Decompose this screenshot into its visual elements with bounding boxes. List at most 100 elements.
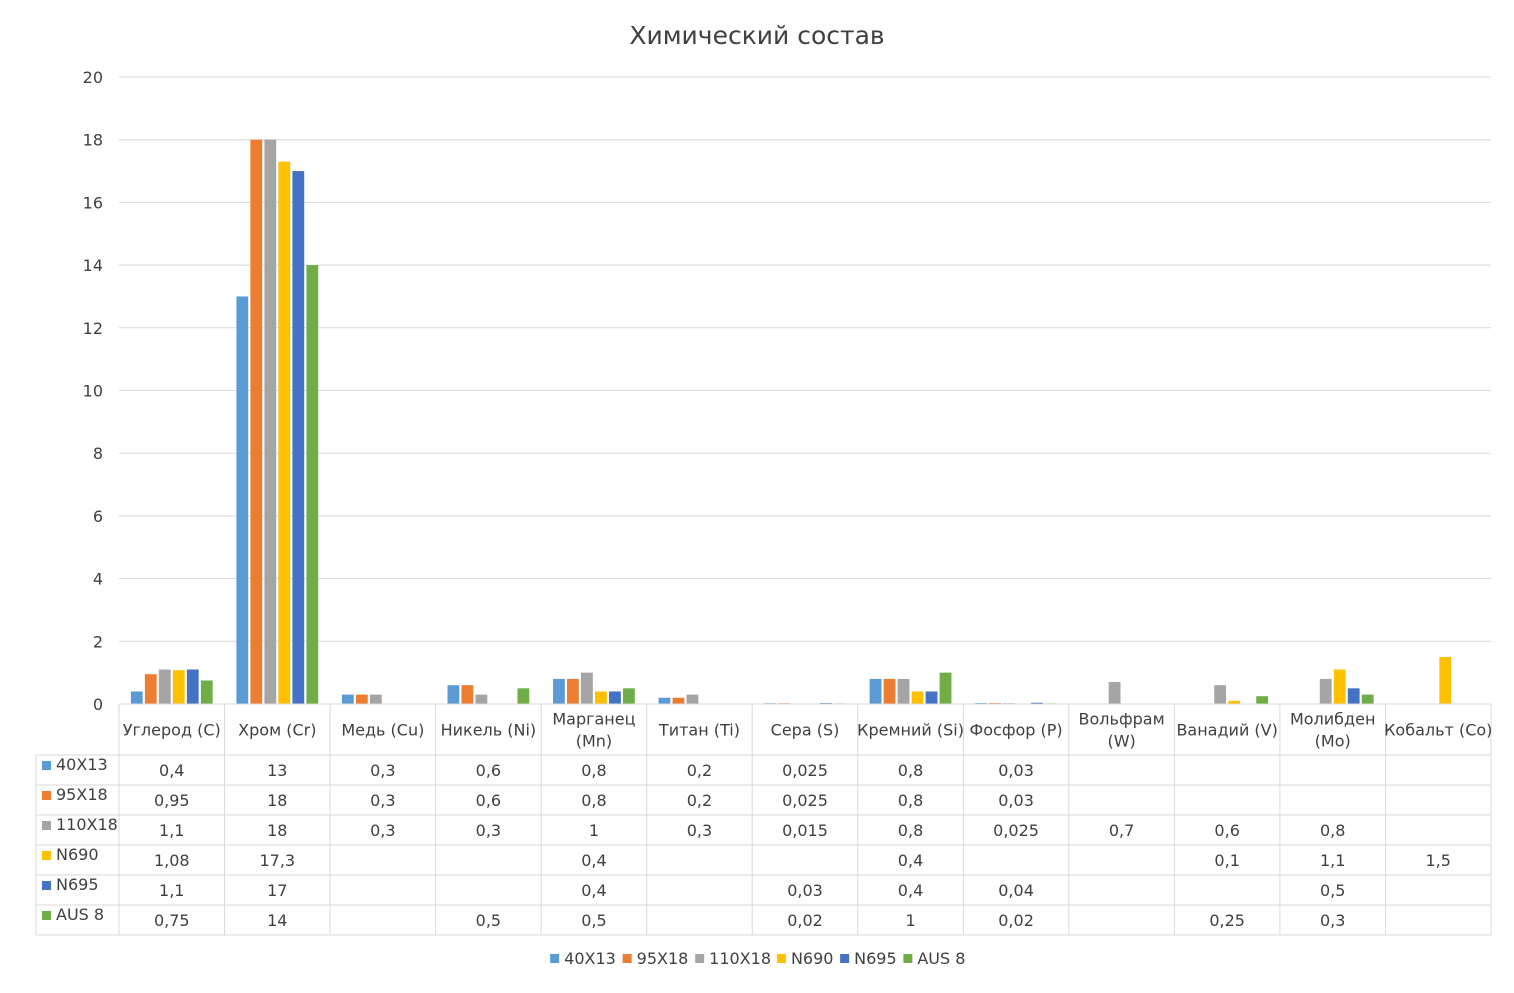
bar <box>1319 678 1332 704</box>
table-series-name: AUS 8 <box>56 905 104 924</box>
bar <box>925 691 938 704</box>
table-series-name: 95Х18 <box>56 785 108 804</box>
category-label: (Mo) <box>1315 732 1351 751</box>
data-label: 0,025 <box>993 821 1039 840</box>
bar <box>236 296 249 704</box>
data-label: 1,1 <box>1320 851 1345 870</box>
category-label: Сера (S) <box>771 721 840 740</box>
data-label: 0,7 <box>1109 821 1134 840</box>
legend-label: 40Х13 <box>564 949 616 968</box>
bar <box>264 139 277 704</box>
category-label: Марганец <box>552 710 635 729</box>
bar <box>686 694 699 704</box>
bar-layer <box>130 139 1452 705</box>
data-label: 0,25 <box>1209 911 1245 930</box>
table-series-name: N695 <box>56 875 99 894</box>
data-label: 0,02 <box>787 911 823 930</box>
bar <box>250 139 263 704</box>
category-label: Вольфрам <box>1079 710 1165 729</box>
data-label: 0,5 <box>476 911 501 930</box>
bar <box>1333 669 1346 704</box>
data-label: 0,8 <box>581 791 606 810</box>
table-legend-key <box>42 911 51 920</box>
data-label: 0,04 <box>998 881 1034 900</box>
y-tick-label: 20 <box>83 68 103 87</box>
data-label: 1 <box>905 911 915 930</box>
y-axis-ticks: 0 2 4 6 8 10 12 14 16 18 20 <box>83 68 103 714</box>
y-tick-label: 8 <box>93 444 103 463</box>
bar <box>1214 685 1227 704</box>
category-label: Хром (Cr) <box>238 721 316 740</box>
bar <box>130 691 143 704</box>
bar <box>341 694 354 704</box>
category-label: Кобальт (Co) <box>1384 721 1492 740</box>
data-label: 0,4 <box>581 851 606 870</box>
y-tick-label: 4 <box>93 570 103 589</box>
bar <box>553 678 565 704</box>
bar <box>447 685 460 704</box>
legend-key <box>840 954 850 963</box>
table-series-name: 110Х18 <box>56 815 118 834</box>
legend-label: 110Х18 <box>709 949 771 968</box>
data-label: 0,6 <box>1214 821 1239 840</box>
data-label: 0,2 <box>687 761 712 780</box>
data-label: 13 <box>267 761 287 780</box>
category-label: (Mn) <box>576 732 612 751</box>
legend-key <box>622 954 632 963</box>
y-tick-label: 10 <box>83 382 103 401</box>
category-label: (W) <box>1107 732 1135 751</box>
bar <box>869 678 882 704</box>
bar <box>1347 688 1360 704</box>
bar <box>1108 682 1121 704</box>
category-label: Титан (Ti) <box>658 721 740 740</box>
table-series-name: 40Х13 <box>56 755 108 774</box>
data-label: 18 <box>267 821 287 840</box>
table-legend-key <box>42 851 51 860</box>
data-label: 1,5 <box>1426 851 1451 870</box>
bar <box>517 688 530 704</box>
data-label: 0,025 <box>782 761 828 780</box>
data-label: 0,3 <box>687 821 712 840</box>
chart-title: Химический состав <box>629 21 884 50</box>
bar <box>623 688 635 704</box>
data-table: Углерод (C) Хром (Cr) Медь (Cu) Никель (Ni)… <box>35 703 1492 936</box>
data-label: 0,3 <box>370 821 395 840</box>
data-label: 17,3 <box>259 851 295 870</box>
data-label: 0,5 <box>581 911 606 930</box>
y-tick-label: 0 <box>93 695 103 714</box>
category-label: Углерод (C) <box>123 721 221 740</box>
data-label: 1,08 <box>154 851 190 870</box>
data-label: 14 <box>267 911 287 930</box>
bar <box>475 694 488 704</box>
data-label: 0,95 <box>154 791 190 810</box>
bar <box>897 678 910 704</box>
y-tick-label: 12 <box>83 319 103 338</box>
data-label: 1 <box>589 821 599 840</box>
y-tick-label: 6 <box>93 507 103 526</box>
data-label: 0,1 <box>1214 851 1239 870</box>
y-tick-label: 16 <box>83 193 103 212</box>
bar <box>658 697 671 704</box>
bar <box>186 669 199 704</box>
data-label: 0,3 <box>1320 911 1345 930</box>
category-label: Кремний (Si) <box>857 721 964 740</box>
data-label: 0,5 <box>1320 881 1345 900</box>
bar <box>939 672 952 704</box>
data-label: 0,8 <box>1320 821 1345 840</box>
category-label: Ванадий (V) <box>1176 721 1277 740</box>
data-label: 0,2 <box>687 791 712 810</box>
bar <box>461 685 474 704</box>
bar <box>144 674 157 704</box>
data-label: 0,3 <box>370 761 395 780</box>
legend-key <box>550 954 560 963</box>
category-label: Фосфор (P) <box>969 721 1062 740</box>
data-label: 0,3 <box>476 821 501 840</box>
category-label: Никель (Ni) <box>441 721 537 740</box>
data-label: 0,75 <box>154 911 190 930</box>
data-label: 0,4 <box>898 851 923 870</box>
data-label: 0,8 <box>898 821 923 840</box>
data-label: 0,03 <box>787 881 823 900</box>
bar <box>1256 696 1269 704</box>
